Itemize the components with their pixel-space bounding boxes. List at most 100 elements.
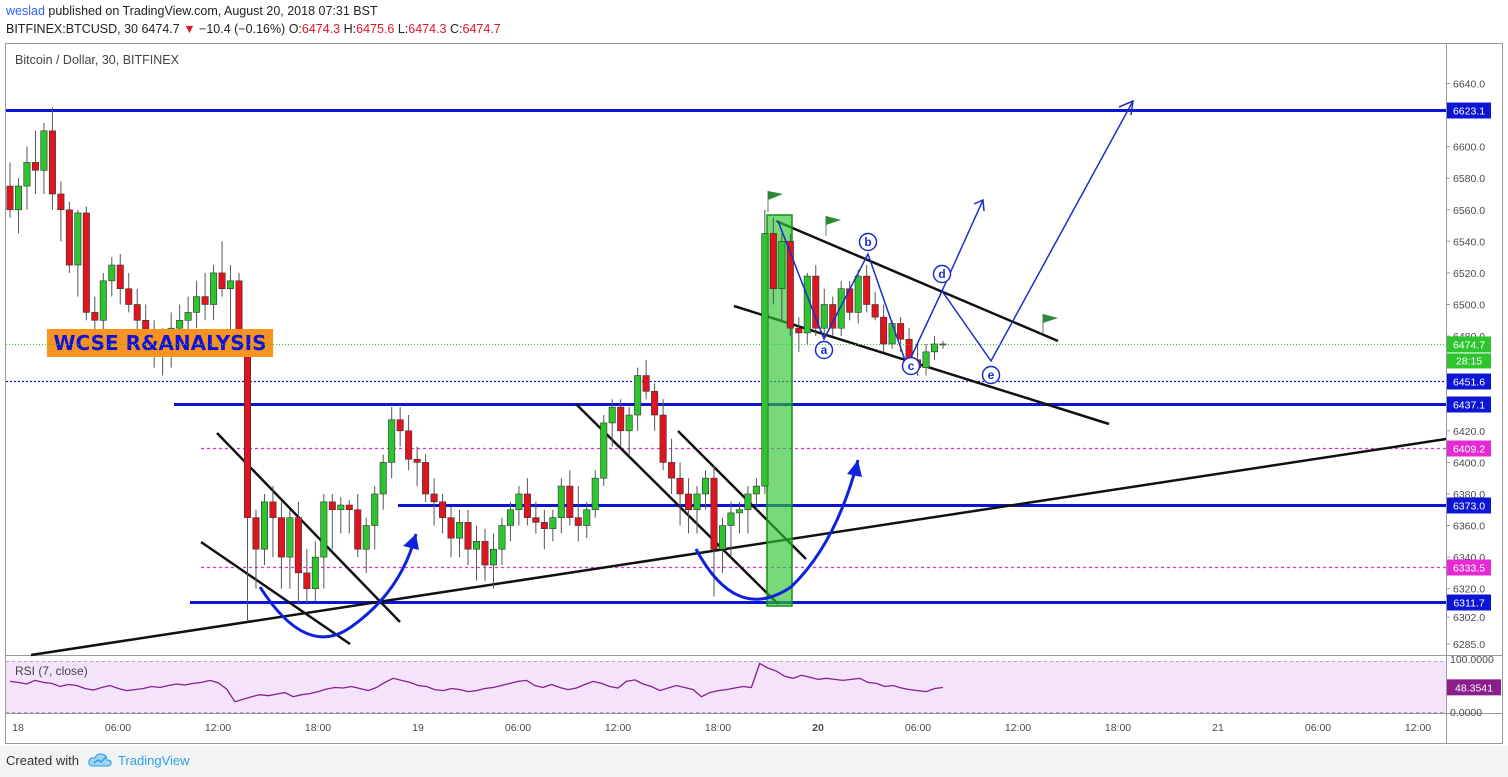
candle-body[interactable] <box>710 477 718 550</box>
candle-body[interactable] <box>778 241 786 290</box>
candle-body[interactable] <box>31 162 39 171</box>
candle-body[interactable] <box>176 319 184 329</box>
candle-body[interactable] <box>863 275 871 305</box>
candle-body[interactable] <box>752 485 760 495</box>
candle-body[interactable] <box>23 162 31 187</box>
candle-body[interactable] <box>413 458 421 463</box>
candle-body[interactable] <box>91 312 99 321</box>
candle-body[interactable] <box>888 323 896 345</box>
candle-body[interactable] <box>557 485 565 518</box>
candle-body[interactable] <box>354 509 362 550</box>
candle-body[interactable] <box>227 280 235 290</box>
candle-body[interactable] <box>642 375 650 392</box>
candle-body[interactable] <box>422 462 430 495</box>
candle-body[interactable] <box>795 327 803 334</box>
author-link[interactable]: weslad <box>6 4 45 18</box>
candle-body[interactable] <box>388 419 396 463</box>
candle-body[interactable] <box>210 272 218 305</box>
candle-body[interactable] <box>574 517 582 526</box>
candle-body[interactable] <box>506 509 514 526</box>
candle-body[interactable] <box>311 556 319 589</box>
candle-body[interactable] <box>277 517 285 558</box>
rounded-bottom-arrow-2[interactable] <box>694 459 860 601</box>
candle-body[interactable] <box>320 501 328 558</box>
candle-body[interactable] <box>74 212 82 266</box>
candle-body[interactable] <box>854 275 862 313</box>
candle-body[interactable] <box>328 501 336 511</box>
candle-body[interactable] <box>583 509 591 526</box>
candle-body[interactable] <box>922 351 930 368</box>
candle-body[interactable] <box>464 522 472 550</box>
candle-body[interactable] <box>532 517 540 523</box>
candle-body[interactable] <box>57 193 65 211</box>
candle-body[interactable] <box>243 343 251 518</box>
candle-body[interactable] <box>481 541 489 566</box>
candle-body[interactable] <box>735 509 743 514</box>
candle-body[interactable] <box>651 391 659 416</box>
candle-body[interactable] <box>786 241 794 329</box>
candle-body[interactable] <box>617 406 625 432</box>
candle-body[interactable] <box>880 316 888 345</box>
candle-body[interactable] <box>820 304 828 329</box>
candle-body[interactable] <box>634 375 642 416</box>
candle-body[interactable] <box>727 512 735 526</box>
candle-body[interactable] <box>489 548 497 566</box>
candle-body[interactable] <box>456 522 464 539</box>
chart-frame[interactable]: a b c d e Bitcoin / Dollar, 30, BITFINEX WCS… <box>5 43 1503 744</box>
triangle-lower[interactable] <box>733 304 1110 426</box>
candle-body[interactable] <box>345 504 353 511</box>
candle-body[interactable] <box>405 430 413 460</box>
candle-body[interactable] <box>515 493 523 511</box>
candle-body[interactable] <box>812 275 820 329</box>
candle-body[interactable] <box>303 572 311 589</box>
candle-body[interactable] <box>362 525 370 550</box>
candle-body[interactable] <box>591 477 599 511</box>
candle-body[interactable] <box>48 130 56 195</box>
candle-body[interactable] <box>125 288 133 305</box>
candle-body[interactable] <box>269 501 277 518</box>
candle-body[interactable] <box>769 233 777 290</box>
candle-body[interactable] <box>676 477 684 495</box>
candle-body[interactable] <box>498 525 506 550</box>
candle-body[interactable] <box>201 296 209 305</box>
candle-body[interactable] <box>447 517 455 539</box>
rising-trendline[interactable] <box>30 437 1447 657</box>
candle-body[interactable] <box>718 525 726 550</box>
channel-2-upper[interactable] <box>575 403 779 605</box>
candle-body[interactable] <box>744 493 752 511</box>
candle-body[interactable] <box>40 130 48 171</box>
candle-body[interactable] <box>430 493 438 503</box>
candle-body[interactable] <box>871 304 879 318</box>
candle-body[interactable] <box>396 419 404 432</box>
candle-body[interactable] <box>218 272 226 290</box>
candle-body[interactable] <box>14 185 22 211</box>
candle-body[interactable] <box>523 493 531 518</box>
candle-body[interactable] <box>286 517 294 558</box>
candle-body[interactable] <box>540 522 548 529</box>
candle-body[interactable] <box>472 541 480 550</box>
candle-body[interactable] <box>608 406 616 424</box>
candle-body[interactable] <box>6 185 14 211</box>
candle-body[interactable] <box>837 288 845 329</box>
candle-body[interactable] <box>659 414 667 463</box>
candle-body[interactable] <box>193 296 201 313</box>
triangle-upper[interactable] <box>775 219 1059 343</box>
candle-body[interactable] <box>379 462 387 495</box>
candle-body[interactable] <box>668 462 676 479</box>
candle-body[interactable] <box>931 343 939 353</box>
candle-body[interactable] <box>184 312 192 321</box>
candle-body[interactable] <box>685 493 693 511</box>
candle-body[interactable] <box>108 264 116 282</box>
candle-body[interactable] <box>133 304 141 321</box>
candle-body[interactable] <box>693 493 701 511</box>
candle-body[interactable] <box>65 209 73 266</box>
rounded-bottom-arrow-1[interactable] <box>258 533 418 639</box>
candle-body[interactable] <box>116 264 124 290</box>
candle-body[interactable] <box>761 233 769 487</box>
candle-body[interactable] <box>803 275 811 334</box>
candle-body[interactable] <box>702 477 710 495</box>
tradingview-link[interactable]: TradingView <box>118 753 190 768</box>
candle-body[interactable] <box>600 422 608 479</box>
candle-body[interactable] <box>439 501 447 518</box>
candle-body[interactable] <box>897 323 905 340</box>
